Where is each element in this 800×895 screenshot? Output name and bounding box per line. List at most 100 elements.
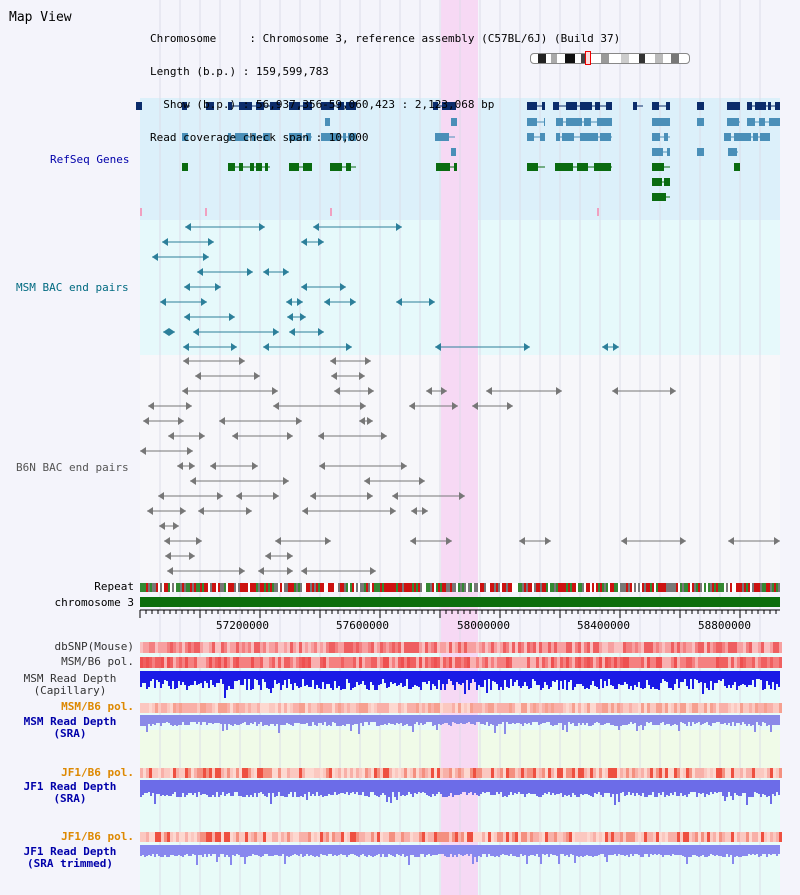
msm-capillary-depth-bar <box>446 671 448 684</box>
msm-capillary-depth-bar <box>352 671 354 688</box>
jf1-sra-depth-bar <box>524 780 526 797</box>
repeat-block <box>170 583 172 592</box>
msm-pol-cell <box>752 657 755 668</box>
msm-capillary-depth-bar <box>378 671 380 685</box>
jf1-depth-trimmed-label[interactable]: JF1 Read Depth (SRA trimmed) <box>23 845 117 870</box>
jf1-b6-pol-trimmed-label[interactable]: JF1/B6 pol. <box>61 830 134 843</box>
jf1-sra-depth-bar <box>486 780 488 792</box>
jf1-trim-depth-bar <box>508 845 510 856</box>
repeat-block <box>242 583 244 592</box>
jf1-trim-depth-bar <box>322 845 324 855</box>
msm-capillary-depth-bar <box>644 671 646 688</box>
msm-pol-cell <box>377 657 380 668</box>
msm-capillary-depth-bar <box>310 671 312 687</box>
dbsnp-cell <box>281 642 284 653</box>
dbsnp-cell <box>362 642 365 653</box>
msm-capillary-depth-bar <box>730 671 732 688</box>
msm-sra-depth-bar <box>454 715 456 723</box>
msm-sra-pol-cell <box>683 703 686 713</box>
msm-sra-depth-bar <box>342 715 344 725</box>
chromosome-ideogram[interactable] <box>530 53 690 64</box>
refseq-genes-label[interactable]: RefSeq Genes <box>50 153 130 166</box>
jf1-depth-sra-label[interactable]: JF1 Read Depth (SRA) <box>23 780 117 805</box>
msm-capillary-depth-bar <box>572 671 574 690</box>
jf1-sra-depth-bar <box>686 780 688 797</box>
repeat-block <box>340 583 342 592</box>
msm-sra-pol-cell <box>749 703 752 713</box>
msm-pol-cell <box>185 657 188 668</box>
msm-capillary-depth-bar <box>344 671 346 689</box>
jf1-trim-depth-bar <box>612 845 614 855</box>
jf1-sra-depth-bar <box>440 780 442 794</box>
dbsnp-cell <box>380 642 383 653</box>
msm-bac-end-left <box>185 223 191 231</box>
msm-sra-pol-cell <box>329 703 332 713</box>
msm-capillary-depth-bar <box>660 671 662 683</box>
jf1-trim-depth-bar <box>718 845 720 856</box>
jf1-sra-depth-bar <box>358 780 360 795</box>
jf1-b6-pol-label[interactable]: JF1/B6 pol. <box>61 766 134 779</box>
msm-depth-sra-label[interactable]: MSM Read Depth (SRA) <box>23 715 117 740</box>
dbsnp-cell <box>566 642 569 653</box>
jf1-trim-depth-bar <box>504 845 506 855</box>
jf1-trim-depth-bar <box>484 845 486 854</box>
msm-depth-capillary-label[interactable]: MSM Read Depth (Capillary) <box>23 672 117 697</box>
b6n-bac-end-right <box>283 477 289 485</box>
msm-pol-cell <box>701 657 704 668</box>
msm-bac-label[interactable]: MSM BAC end pairs <box>16 281 129 294</box>
msm-pol-cell <box>281 657 284 668</box>
msm-b6-pol-sra-label[interactable]: MSM/B6 pol. <box>61 700 134 713</box>
jf1-trim-depth-bar <box>334 845 336 855</box>
jf1-sra-depth-bar <box>446 780 448 797</box>
jf1-sra-depth-bar <box>364 780 366 796</box>
repeat-block <box>460 583 462 592</box>
jf1-trim-pol-cell <box>287 832 290 842</box>
msm-sra-pol-cell <box>386 703 389 713</box>
msm-sra-depth-bar <box>702 715 704 724</box>
jf1-trim-pol-cell <box>380 832 383 842</box>
ideogram-position-marker[interactable] <box>585 51 591 65</box>
dbsnp-cell <box>332 642 335 653</box>
msm-capillary-depth-bar <box>650 671 652 689</box>
jf1-trim-pol-cell <box>566 832 569 842</box>
msm-sra-depth-bar <box>402 715 404 726</box>
b6n-bac-label[interactable]: B6N BAC end pairs <box>16 461 129 474</box>
repeat-block <box>180 583 182 592</box>
msm-sra-depth-bar <box>770 715 772 732</box>
msm-sra-depth-bar <box>778 715 780 725</box>
msm-capillary-depth-bar <box>252 671 254 689</box>
jf1-pol-cell <box>350 768 353 778</box>
msm-sra-depth-bar <box>358 715 360 734</box>
msm-sra-pol-cell <box>767 703 770 713</box>
jf1-pol-cell <box>566 768 569 778</box>
msm-b6-pol-label[interactable]: MSM/B6 pol. <box>61 655 134 668</box>
msm-capillary-depth-bar <box>502 671 504 690</box>
b6n-bac-end-left <box>258 567 264 575</box>
dbsnp-cell <box>725 642 728 653</box>
jf1-sra-depth-bar <box>642 780 644 793</box>
msm-capillary-depth-bar <box>618 671 620 684</box>
dbsnp-label[interactable]: dbSNP(Mouse) <box>54 640 134 653</box>
msm-pol-cell <box>158 657 161 668</box>
dbsnp-cell <box>719 642 722 653</box>
msm-sra-depth-bar <box>320 715 322 723</box>
msm-sra-depth-bar <box>292 715 294 726</box>
msm-bac-end-right <box>346 343 352 351</box>
msm-capillary-depth-bar <box>254 671 256 679</box>
jf1-sra-depth-bar <box>442 780 444 797</box>
msm-pol-cell <box>689 657 692 668</box>
msm-sra-pol-cell <box>617 703 620 713</box>
msm-sra-depth-bar <box>418 715 420 725</box>
jf1-sra-depth-bar <box>380 780 382 795</box>
repeat-block <box>218 583 220 592</box>
msm-sra-pol-cell <box>752 703 755 713</box>
dbsnp-cell <box>680 642 683 653</box>
dbsnp-cell <box>371 642 374 653</box>
msm-sra-depth-bar <box>510 715 512 724</box>
msm-capillary-depth-bar <box>642 671 644 689</box>
msm-capillary-depth-bar <box>600 671 602 679</box>
msm-sra-depth-bar <box>420 715 422 723</box>
jf1-trim-depth-bar <box>628 845 630 857</box>
msm-capillary-depth-bar <box>426 671 428 684</box>
